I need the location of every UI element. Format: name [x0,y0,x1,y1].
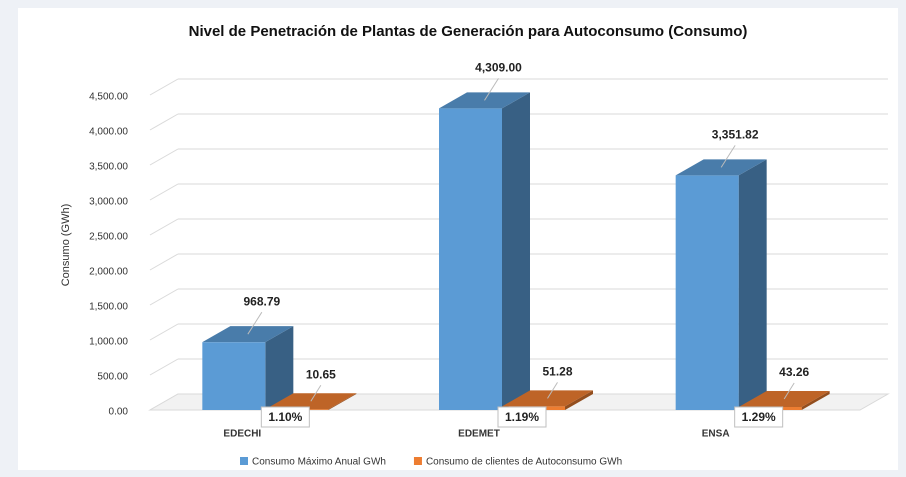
value-label: 51.28 [542,365,572,379]
y-tick-label: 500.00 [97,372,128,383]
y-tick-label: 1,000.00 [89,337,128,348]
legend-swatch [413,457,422,465]
y-tick-label: 1,500.00 [89,302,128,313]
bar-side [328,393,357,410]
leader-line [247,311,263,335]
annotation: 1.29% [742,410,776,424]
grid-line-side [149,288,179,306]
grid-line-side [149,253,179,271]
leader-line [547,382,558,399]
bar-side [801,390,830,410]
annotation: 1.19% [505,410,539,424]
bar [202,326,294,410]
bar-front [202,342,266,410]
value-label: 10.65 [306,367,336,381]
grid-line-side [149,218,179,236]
bar-front [675,175,739,410]
y-tick-label: 3,500.00 [89,162,128,173]
annotation-box [260,406,310,428]
chart-title: Nivel de Penetración de Plantas de Gener… [189,23,748,40]
annotation-box [734,406,784,428]
bar-front [439,108,502,411]
y-tick-label: 4,500.00 [89,92,128,103]
y-tick-label: 2,000.00 [89,267,128,278]
annotation: 1.10% [268,410,302,424]
value-label: 43.26 [779,365,809,379]
leader-line [310,384,322,402]
leader-line [720,145,736,168]
legend-swatch [240,457,248,465]
bar [439,92,530,411]
bar-side [738,159,767,410]
x-tick-label: ENSA [702,429,730,440]
grid-line-side [149,183,179,201]
bar-side [265,326,294,410]
grid-line-side [149,358,179,376]
legend-label: Consumo de clientes de Autoconsumo GWh [426,457,622,468]
legend-label: Consumo Máximo Anual GWh [252,457,386,468]
y-tick-label: 2,500.00 [89,232,128,243]
x-tick-label: EDECHI [223,429,261,440]
leader-line [783,382,795,400]
y-tick-label: 0.00 [109,407,129,418]
y-axis-title: Consumo (GWh) [60,204,72,287]
x-tick-label: EDEMET [458,429,500,440]
leader-line [484,78,499,101]
bar-side [565,390,593,410]
grid-line-side [149,113,179,131]
bar [675,159,767,410]
grid-line-side [149,323,179,341]
grid-line-side [149,78,179,96]
value-label: 968.79 [243,294,280,308]
y-tick-label: 4,000.00 [89,127,128,138]
annotation-box [497,406,547,428]
value-label: 4,309.00 [475,61,522,75]
value-label: 3,351.82 [712,128,759,142]
bar-side [502,92,530,411]
grid-line-side [149,148,179,166]
y-tick-label: 3,000.00 [89,197,128,208]
